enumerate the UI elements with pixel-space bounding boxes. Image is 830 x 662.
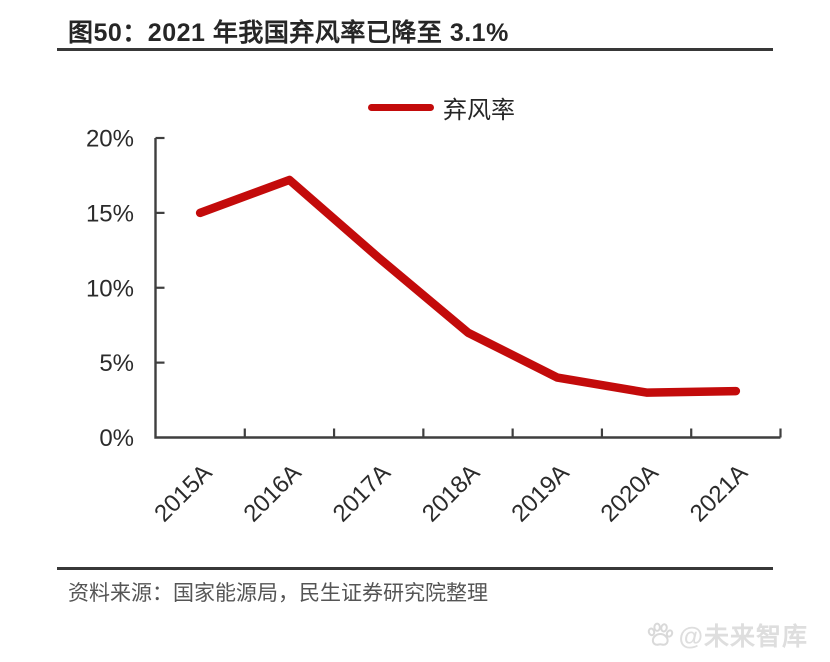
title-underline-rule [57,48,773,51]
y-axis-label: 20% [86,126,134,153]
y-axis-label: 5% [99,350,134,377]
x-axis-label: 2016A [239,459,307,527]
paw-icon [647,622,673,646]
axis-lines [154,138,781,439]
legend-line-swatch [368,104,434,111]
y-axis-label: 15% [86,200,134,227]
watermark-label: @未来智库 [678,623,808,651]
source-note: 资料来源：国家能源局，民生证券研究院整理 [68,582,488,605]
y-axis-label: 0% [99,425,134,452]
figure-title: 图50：2021 年我国弃风率已降至 3.1% [68,19,509,47]
x-axis-label: 2021A [685,459,753,527]
watermark: @未来智库 [645,617,808,653]
y-axis-label: 10% [86,275,134,302]
x-axis-label: 2017A [328,459,396,527]
x-axis-label: 2018A [417,459,485,527]
legend-label: 弃风率 [443,97,515,124]
x-axis-label: 2020A [596,459,664,527]
x-axis-label: 2015A [149,459,217,527]
series-line [195,175,741,397]
chart-legend: 弃风率 [368,90,515,125]
footer-rule [57,567,773,570]
x-axis-label: 2019A [506,459,574,527]
